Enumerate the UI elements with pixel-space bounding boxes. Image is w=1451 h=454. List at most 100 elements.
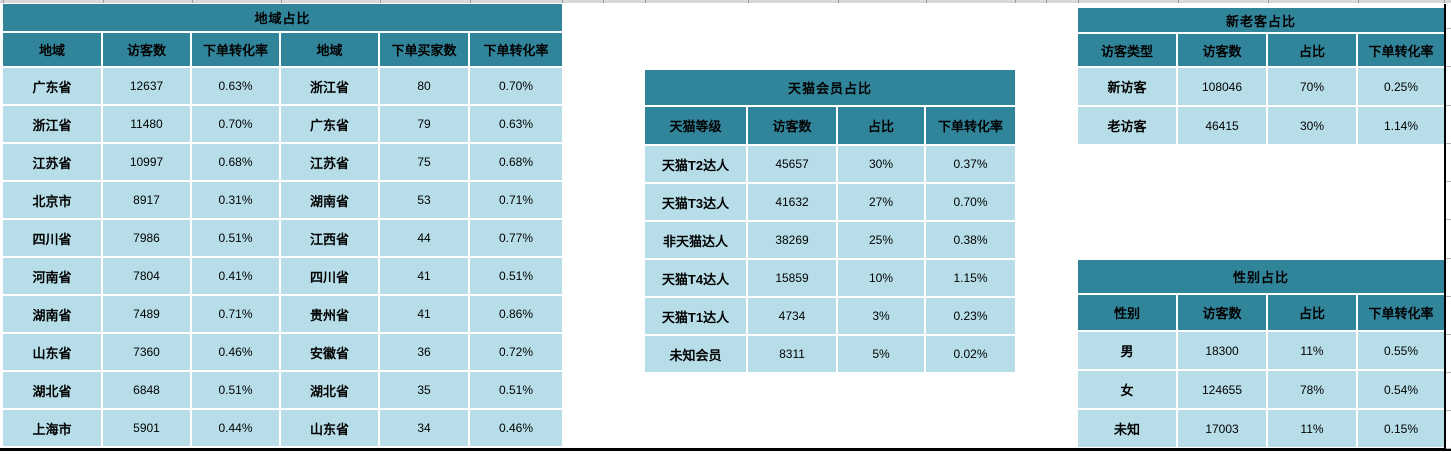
region-table-cell[interactable]: 36 xyxy=(380,334,468,370)
region-table-cell[interactable]: 山东省 xyxy=(281,410,378,446)
region-table-cell[interactable]: 34 xyxy=(380,410,468,446)
gender-table-cell[interactable]: 11% xyxy=(1268,332,1356,369)
tmall-table-cell[interactable]: 3% xyxy=(838,298,924,334)
gender-table-cell[interactable]: 0.55% xyxy=(1358,332,1444,369)
region-table-cell[interactable]: 53 xyxy=(380,182,468,218)
region-table-cell[interactable]: 0.70% xyxy=(470,68,562,104)
gender-header-cell[interactable]: 性别 xyxy=(1078,295,1176,330)
region-table-cell[interactable]: 41 xyxy=(380,258,468,294)
tmall-table-cell[interactable]: 未知会员 xyxy=(645,336,746,372)
region-table-cell[interactable]: 6848 xyxy=(103,372,190,408)
region-header-cell[interactable]: 地域 xyxy=(3,33,101,66)
tmall-table-cell[interactable]: 4734 xyxy=(748,298,836,334)
region-table-cell[interactable]: 河南省 xyxy=(3,258,101,294)
region-header-cell[interactable]: 下单转化率 xyxy=(192,33,279,66)
region-table-cell[interactable]: 四川省 xyxy=(3,220,101,256)
region-title-cell[interactable]: 地域占比 xyxy=(3,4,562,31)
tmall-header-cell[interactable]: 天猫等级 xyxy=(645,107,746,144)
region-table-cell[interactable]: 35 xyxy=(380,372,468,408)
region-table-cell[interactable]: 湖北省 xyxy=(3,372,101,408)
gender-header-cell[interactable]: 占比 xyxy=(1268,295,1356,330)
newold-table-cell[interactable]: 1.14% xyxy=(1358,107,1444,144)
region-table-cell[interactable]: 0.51% xyxy=(470,258,562,294)
region-table-cell[interactable]: 江西省 xyxy=(281,220,378,256)
region-table-cell[interactable]: 75 xyxy=(380,144,468,180)
region-header-cell[interactable]: 地域 xyxy=(281,33,378,66)
gender-table-cell[interactable]: 未知 xyxy=(1078,410,1176,447)
tmall-table-cell[interactable]: 0.23% xyxy=(926,298,1015,334)
region-table-cell[interactable]: 广东省 xyxy=(281,106,378,142)
region-table-cell[interactable]: 0.63% xyxy=(192,68,279,104)
tmall-table-cell[interactable]: 25% xyxy=(838,222,924,258)
gender-table-cell[interactable]: 女 xyxy=(1078,371,1176,408)
region-table-cell[interactable]: 贵州省 xyxy=(281,296,378,332)
tmall-title-cell[interactable]: 天猫会员占比 xyxy=(645,70,1015,105)
tmall-header-cell[interactable]: 占比 xyxy=(838,107,924,144)
region-table-cell[interactable]: 0.63% xyxy=(470,106,562,142)
region-table-cell[interactable]: 0.51% xyxy=(192,372,279,408)
region-table-cell[interactable]: 0.51% xyxy=(192,220,279,256)
region-header-cell[interactable]: 下单买家数 xyxy=(380,33,468,66)
region-table-cell[interactable]: 浙江省 xyxy=(3,106,101,142)
tmall-table-cell[interactable]: 15859 xyxy=(748,260,836,296)
region-table-cell[interactable]: 41 xyxy=(380,296,468,332)
tmall-header-cell[interactable]: 下单转化率 xyxy=(926,107,1015,144)
region-table-cell[interactable]: 7804 xyxy=(103,258,190,294)
region-table-cell[interactable]: 0.44% xyxy=(192,410,279,446)
region-table-cell[interactable]: 0.68% xyxy=(192,144,279,180)
region-table-cell[interactable]: 浙江省 xyxy=(281,68,378,104)
region-table-cell[interactable]: 0.71% xyxy=(192,296,279,332)
tmall-table-cell[interactable]: 8311 xyxy=(748,336,836,372)
region-table-cell[interactable]: 79 xyxy=(380,106,468,142)
region-header-cell[interactable]: 下单转化率 xyxy=(470,33,562,66)
tmall-table-cell[interactable]: 41632 xyxy=(748,184,836,220)
region-table-cell[interactable]: 0.72% xyxy=(470,334,562,370)
region-table-cell[interactable]: 0.70% xyxy=(192,106,279,142)
tmall-table-cell[interactable]: 45657 xyxy=(748,146,836,182)
tmall-table-cell[interactable]: 5% xyxy=(838,336,924,372)
gender-table-cell[interactable]: 78% xyxy=(1268,371,1356,408)
region-table-cell[interactable]: 12637 xyxy=(103,68,190,104)
region-table-cell[interactable]: 安徽省 xyxy=(281,334,378,370)
newold-header-cell[interactable]: 访客数 xyxy=(1178,34,1266,66)
gender-table-cell[interactable]: 0.15% xyxy=(1358,410,1444,447)
region-table-cell[interactable]: 湖南省 xyxy=(281,182,378,218)
region-table-cell[interactable]: 湖南省 xyxy=(3,296,101,332)
tmall-header-cell[interactable]: 访客数 xyxy=(748,107,836,144)
region-table-cell[interactable]: 7360 xyxy=(103,334,190,370)
region-table-cell[interactable]: 0.51% xyxy=(470,372,562,408)
tmall-table-cell[interactable]: 1.15% xyxy=(926,260,1015,296)
newold-header-cell[interactable]: 占比 xyxy=(1268,34,1356,66)
newold-table-cell[interactable]: 老访客 xyxy=(1078,107,1176,144)
tmall-table-cell[interactable]: 10% xyxy=(838,260,924,296)
region-table-cell[interactable]: 四川省 xyxy=(281,258,378,294)
gender-header-cell[interactable]: 访客数 xyxy=(1178,295,1266,330)
region-table-cell[interactable]: 10997 xyxy=(103,144,190,180)
gender-header-cell[interactable]: 下单转化率 xyxy=(1358,295,1444,330)
tmall-table-cell[interactable]: 30% xyxy=(838,146,924,182)
region-table-cell[interactable]: 北京市 xyxy=(3,182,101,218)
region-table-cell[interactable]: 0.46% xyxy=(470,410,562,446)
tmall-table-cell[interactable]: 天猫T1达人 xyxy=(645,298,746,334)
tmall-table-cell[interactable]: 0.02% xyxy=(926,336,1015,372)
region-table-cell[interactable]: 7986 xyxy=(103,220,190,256)
region-table-cell[interactable]: 上海市 xyxy=(3,410,101,446)
region-table-cell[interactable]: 广东省 xyxy=(3,68,101,104)
newold-table-cell[interactable]: 0.25% xyxy=(1358,68,1444,105)
newold-table-cell[interactable]: 108046 xyxy=(1178,68,1266,105)
region-table-cell[interactable]: 0.46% xyxy=(192,334,279,370)
region-table-cell[interactable]: 山东省 xyxy=(3,334,101,370)
tmall-table-cell[interactable]: 天猫T3达人 xyxy=(645,184,746,220)
region-table-cell[interactable]: 5901 xyxy=(103,410,190,446)
region-table-cell[interactable]: 7489 xyxy=(103,296,190,332)
tmall-table-cell[interactable]: 0.37% xyxy=(926,146,1015,182)
region-table-cell[interactable]: 11480 xyxy=(103,106,190,142)
newold-header-cell[interactable]: 访客类型 xyxy=(1078,34,1176,66)
region-table-cell[interactable]: 0.68% xyxy=(470,144,562,180)
gender-table-cell[interactable]: 18300 xyxy=(1178,332,1266,369)
newold-header-cell[interactable]: 下单转化率 xyxy=(1358,34,1444,66)
region-table-cell[interactable]: 0.86% xyxy=(470,296,562,332)
tmall-table-cell[interactable]: 27% xyxy=(838,184,924,220)
newold-table-cell[interactable]: 46415 xyxy=(1178,107,1266,144)
tmall-table-cell[interactable]: 非天猫达人 xyxy=(645,222,746,258)
